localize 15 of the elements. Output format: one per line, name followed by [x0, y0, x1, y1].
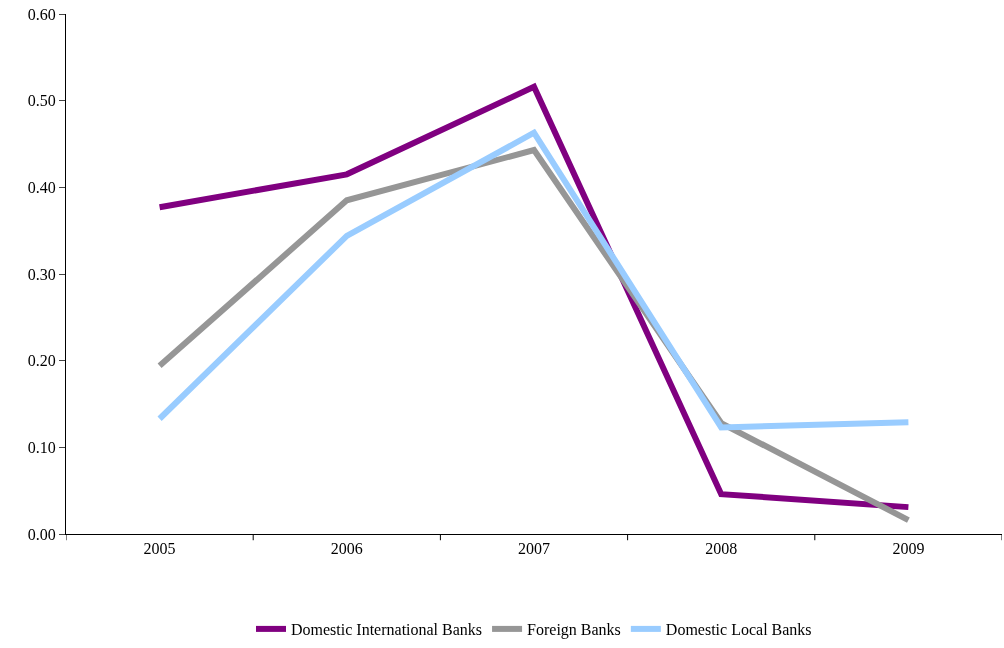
x-tick-label: 2007: [518, 540, 550, 558]
x-tick-label: 2005: [143, 540, 176, 558]
y-tick-label: 0.30: [27, 265, 56, 283]
x-tick-label: 2006: [330, 540, 363, 558]
x-tick-label: 2008: [705, 540, 738, 558]
legend-label: Domestic Local Banks: [665, 621, 812, 639]
legend-label: Domestic International Banks: [291, 621, 483, 639]
legend-label: Foreign Banks: [527, 621, 621, 640]
y-tick-label: 0.40: [27, 178, 56, 196]
y-tick-label: 0.50: [27, 92, 56, 110]
y-tick-label: 0.00: [27, 525, 56, 543]
y-tick-label: 0.60: [27, 5, 56, 23]
x-tick-label: 2009: [892, 540, 925, 558]
y-tick-label: 0.10: [27, 438, 56, 456]
y-tick-label: 0.20: [27, 352, 56, 370]
